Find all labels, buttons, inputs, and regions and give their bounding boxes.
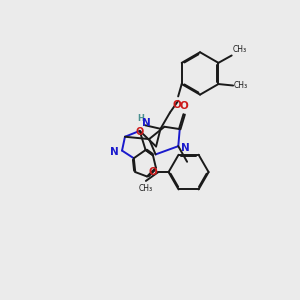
Text: CH₃: CH₃ bbox=[234, 81, 248, 90]
Text: H: H bbox=[137, 114, 144, 123]
Text: O: O bbox=[148, 167, 157, 177]
Text: O: O bbox=[136, 127, 144, 137]
Text: CH₃: CH₃ bbox=[232, 45, 246, 54]
Text: N: N bbox=[181, 142, 189, 153]
Text: CH₃: CH₃ bbox=[139, 184, 153, 193]
Text: O: O bbox=[180, 101, 188, 111]
Text: N: N bbox=[110, 147, 118, 157]
Text: O: O bbox=[173, 100, 182, 110]
Text: N: N bbox=[142, 118, 151, 128]
